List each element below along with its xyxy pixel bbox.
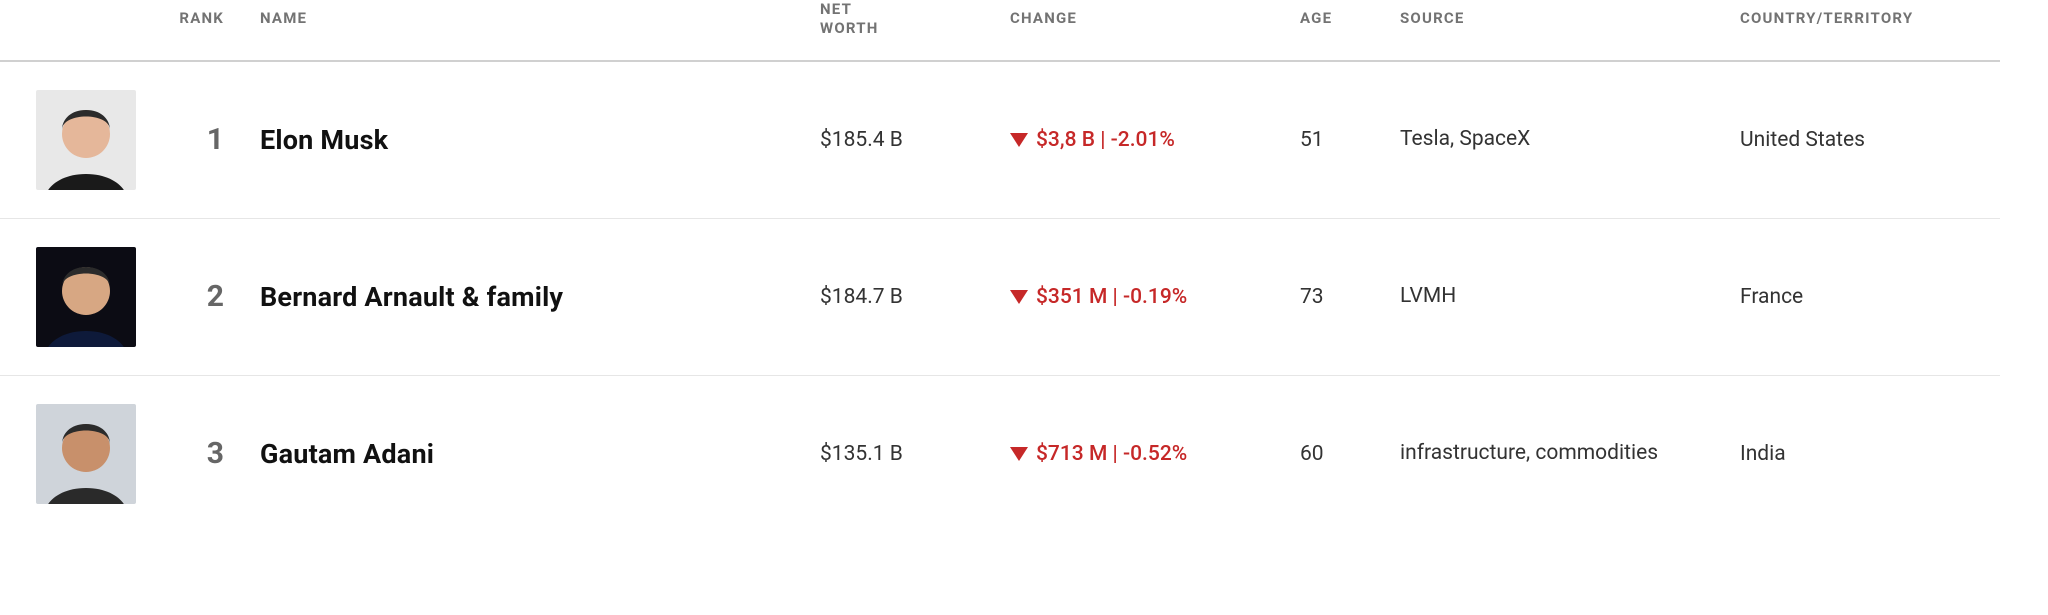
country: India bbox=[1740, 414, 2000, 494]
avatar[interactable] bbox=[36, 247, 136, 347]
person-name[interactable]: Bernard Arnault & family bbox=[260, 253, 820, 341]
rank: 3 bbox=[168, 408, 260, 499]
rank: 2 bbox=[168, 251, 260, 342]
col-header-net-worth[interactable]: NET WORTH bbox=[820, 0, 1010, 60]
change-text: $713 M | -0.52% bbox=[1036, 442, 1187, 466]
source: LVMH bbox=[1400, 255, 1740, 338]
source: infrastructure, commodities bbox=[1400, 412, 1740, 495]
net-worth: $184.7 B bbox=[820, 257, 1010, 337]
col-header-source[interactable]: SOURCE bbox=[1400, 9, 1740, 50]
net-worth: $185.4 B bbox=[820, 100, 1010, 180]
change: $351 M | -0.19% bbox=[1010, 257, 1300, 337]
rank: 1 bbox=[168, 94, 260, 185]
change-direction-icon bbox=[1010, 133, 1028, 147]
header-divider bbox=[0, 60, 2000, 62]
col-header-age[interactable]: AGE bbox=[1300, 9, 1400, 50]
col-header-avatar bbox=[0, 19, 168, 41]
net-worth: $135.1 B bbox=[820, 414, 1010, 494]
change: $713 M | -0.52% bbox=[1010, 414, 1300, 494]
age: 73 bbox=[1300, 257, 1400, 337]
change-direction-icon bbox=[1010, 290, 1028, 304]
change: $3,8 B | -2.01% bbox=[1010, 100, 1300, 180]
avatar-cell bbox=[0, 62, 168, 218]
row-divider bbox=[0, 375, 2000, 376]
col-header-country[interactable]: COUNTRY/TERRITORY bbox=[1740, 9, 2000, 50]
change-text: $351 M | -0.19% bbox=[1036, 285, 1187, 309]
person-name[interactable]: Gautam Adani bbox=[260, 410, 820, 498]
age: 60 bbox=[1300, 414, 1400, 494]
change-text: $3,8 B | -2.01% bbox=[1036, 128, 1175, 152]
change-direction-icon bbox=[1010, 447, 1028, 461]
avatar-cell bbox=[0, 219, 168, 375]
avatar[interactable] bbox=[36, 90, 136, 190]
col-header-name[interactable]: NAME bbox=[260, 9, 820, 50]
country: United States bbox=[1740, 100, 2000, 180]
col-header-change[interactable]: CHANGE bbox=[1010, 9, 1300, 50]
avatar[interactable] bbox=[36, 404, 136, 504]
avatar-cell bbox=[0, 376, 168, 532]
billionaires-table: RANK NAME NET WORTH CHANGE AGE SOURCE CO… bbox=[0, 0, 2048, 532]
age: 51 bbox=[1300, 100, 1400, 180]
source: Tesla, SpaceX bbox=[1400, 98, 1740, 181]
country: France bbox=[1740, 257, 2000, 337]
person-name[interactable]: Elon Musk bbox=[260, 96, 820, 184]
row-divider bbox=[0, 218, 2000, 219]
col-header-rank[interactable]: RANK bbox=[168, 9, 260, 50]
